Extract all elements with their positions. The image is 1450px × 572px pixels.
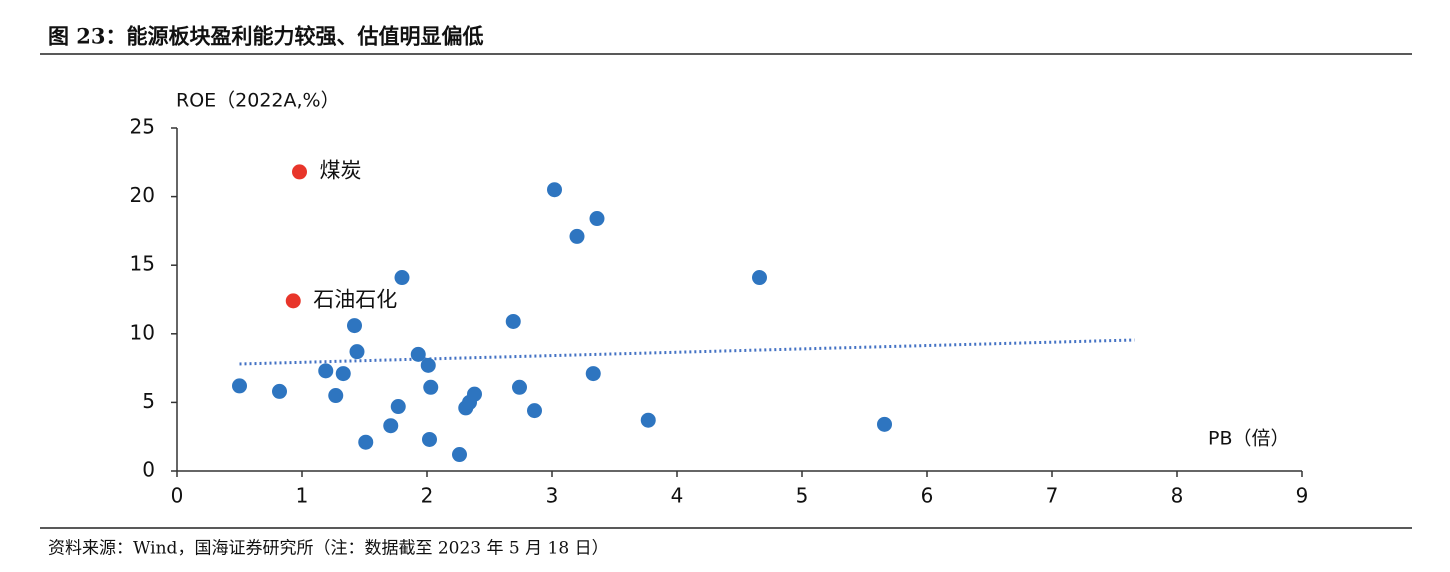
point bbox=[589, 211, 605, 227]
point bbox=[272, 383, 287, 399]
point-label: 石油石化 bbox=[313, 287, 397, 311]
x-tick-label: 5 bbox=[796, 484, 809, 508]
y-tick-label: 15 bbox=[130, 252, 155, 276]
point bbox=[394, 270, 410, 286]
point bbox=[877, 416, 892, 432]
x-tick-label: 1 bbox=[296, 484, 309, 508]
point bbox=[420, 357, 436, 373]
x-tick-label: 7 bbox=[1046, 484, 1059, 508]
point bbox=[569, 228, 585, 244]
source-note: 资料来源：Wind，国海证券研究所（注：数据截至 2023 年 5 月 18 日… bbox=[48, 539, 609, 559]
point bbox=[358, 434, 374, 450]
y-tick-label: 20 bbox=[130, 183, 155, 207]
point bbox=[752, 270, 767, 286]
point bbox=[547, 182, 562, 198]
x-tick-label: 4 bbox=[671, 484, 684, 508]
y-tick-label: 25 bbox=[130, 115, 155, 139]
point bbox=[410, 346, 426, 362]
y-axis-label: ROE（2022A,%） bbox=[176, 90, 340, 112]
point bbox=[390, 399, 406, 415]
x-tick-label: 2 bbox=[421, 484, 434, 508]
point bbox=[423, 379, 439, 395]
point bbox=[422, 431, 437, 447]
x-tick-label: 6 bbox=[921, 484, 934, 508]
x-tick-label: 9 bbox=[1296, 484, 1309, 508]
point bbox=[285, 293, 301, 309]
trendline bbox=[239, 338, 1135, 366]
y-tick-label: 5 bbox=[142, 389, 155, 413]
x-tick-label: 8 bbox=[1171, 484, 1184, 508]
point bbox=[318, 363, 334, 379]
y-tick-label: 10 bbox=[130, 320, 155, 344]
point bbox=[349, 344, 365, 360]
point bbox=[527, 403, 542, 419]
point bbox=[335, 366, 351, 382]
point bbox=[347, 318, 362, 334]
point bbox=[383, 418, 399, 434]
point bbox=[505, 313, 521, 329]
point bbox=[328, 388, 344, 404]
y-tick-label: 0 bbox=[142, 458, 155, 482]
chart-title: 图 23：能源板块盈利能力较强、估值明显偏低 bbox=[48, 24, 484, 49]
point bbox=[232, 378, 247, 394]
x-axis-label: PB（倍） bbox=[1208, 428, 1290, 450]
point bbox=[512, 379, 527, 395]
point-label: 煤炭 bbox=[320, 158, 362, 182]
x-tick-label: 0 bbox=[171, 484, 184, 508]
point bbox=[452, 447, 467, 463]
point bbox=[585, 366, 601, 382]
point bbox=[467, 386, 482, 402]
point bbox=[292, 164, 307, 180]
point bbox=[640, 412, 656, 428]
x-tick-label: 3 bbox=[546, 484, 559, 508]
